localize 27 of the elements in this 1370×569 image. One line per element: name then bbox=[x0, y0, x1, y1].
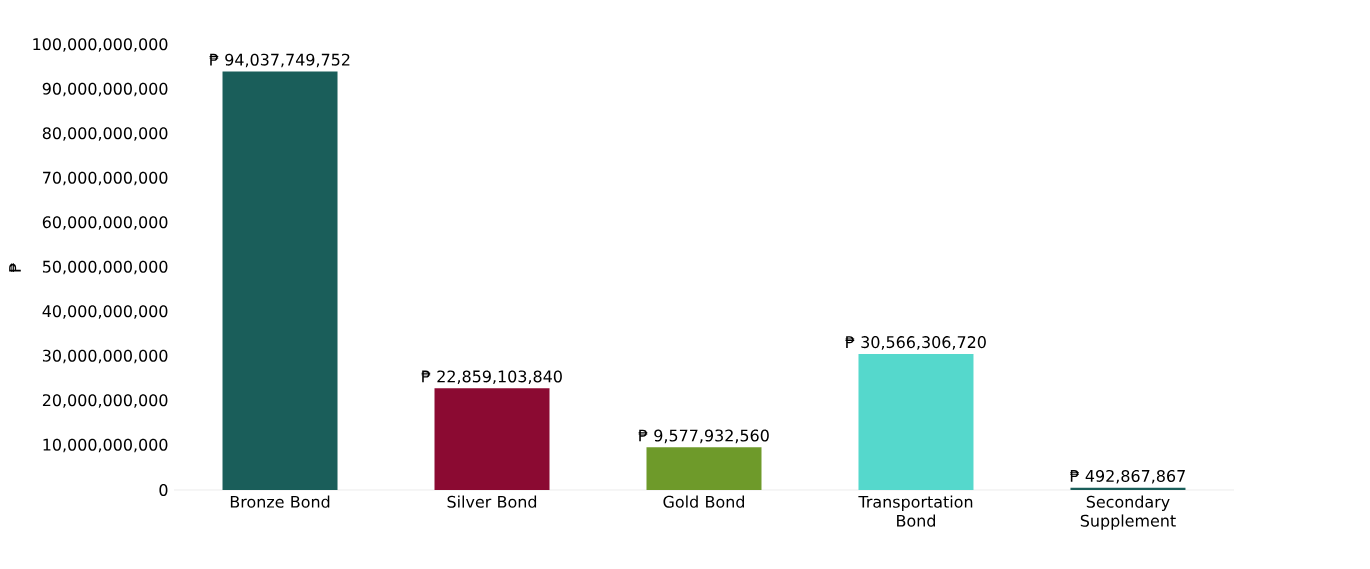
y-tick-label: 0 bbox=[159, 483, 168, 497]
data-label: ₱ 30,566,306,720 bbox=[845, 336, 986, 350]
x-tick-label: Secondary Supplement bbox=[1080, 495, 1176, 530]
data-label: ₱ 9,577,932,560 bbox=[638, 429, 769, 444]
y-tick-label: 40,000,000,000 bbox=[42, 305, 168, 319]
bar bbox=[646, 447, 762, 490]
x-tick-label: Silver Bond bbox=[447, 495, 537, 508]
bar bbox=[858, 353, 974, 490]
bar bbox=[434, 388, 550, 490]
y-tick-label: 30,000,000,000 bbox=[42, 349, 168, 364]
data-label: ₱ 94,037,749,752 bbox=[209, 53, 350, 68]
y-tick-label: 60,000,000,000 bbox=[42, 216, 168, 230]
data-label: ₱ 22,859,103,840 bbox=[421, 370, 562, 385]
y-tick-label: 70,000,000,000 bbox=[43, 171, 168, 186]
y-tick-label: 80,000,000,000 bbox=[42, 127, 168, 141]
y-tick-label: 10,000,000,000 bbox=[43, 438, 168, 453]
y-tick-label: 90,000,000,000 bbox=[42, 82, 168, 97]
x-tick-label: Gold Bond bbox=[663, 495, 744, 508]
y-tick-label: 20,000,000,000 bbox=[42, 394, 168, 408]
y-tick-label: 50,000,000,000 bbox=[42, 260, 168, 275]
x-tick-label: Bronze Bond bbox=[230, 495, 330, 508]
y-axis-title: ₱ bbox=[9, 263, 21, 273]
y-tick-label: 100,000,000,000 bbox=[33, 38, 168, 52]
bar bbox=[222, 71, 338, 490]
data-label: ₱ 492,867,867 bbox=[1070, 469, 1185, 484]
bar bbox=[1070, 487, 1186, 490]
x-tick-label: Transportation Bond bbox=[858, 495, 973, 527]
